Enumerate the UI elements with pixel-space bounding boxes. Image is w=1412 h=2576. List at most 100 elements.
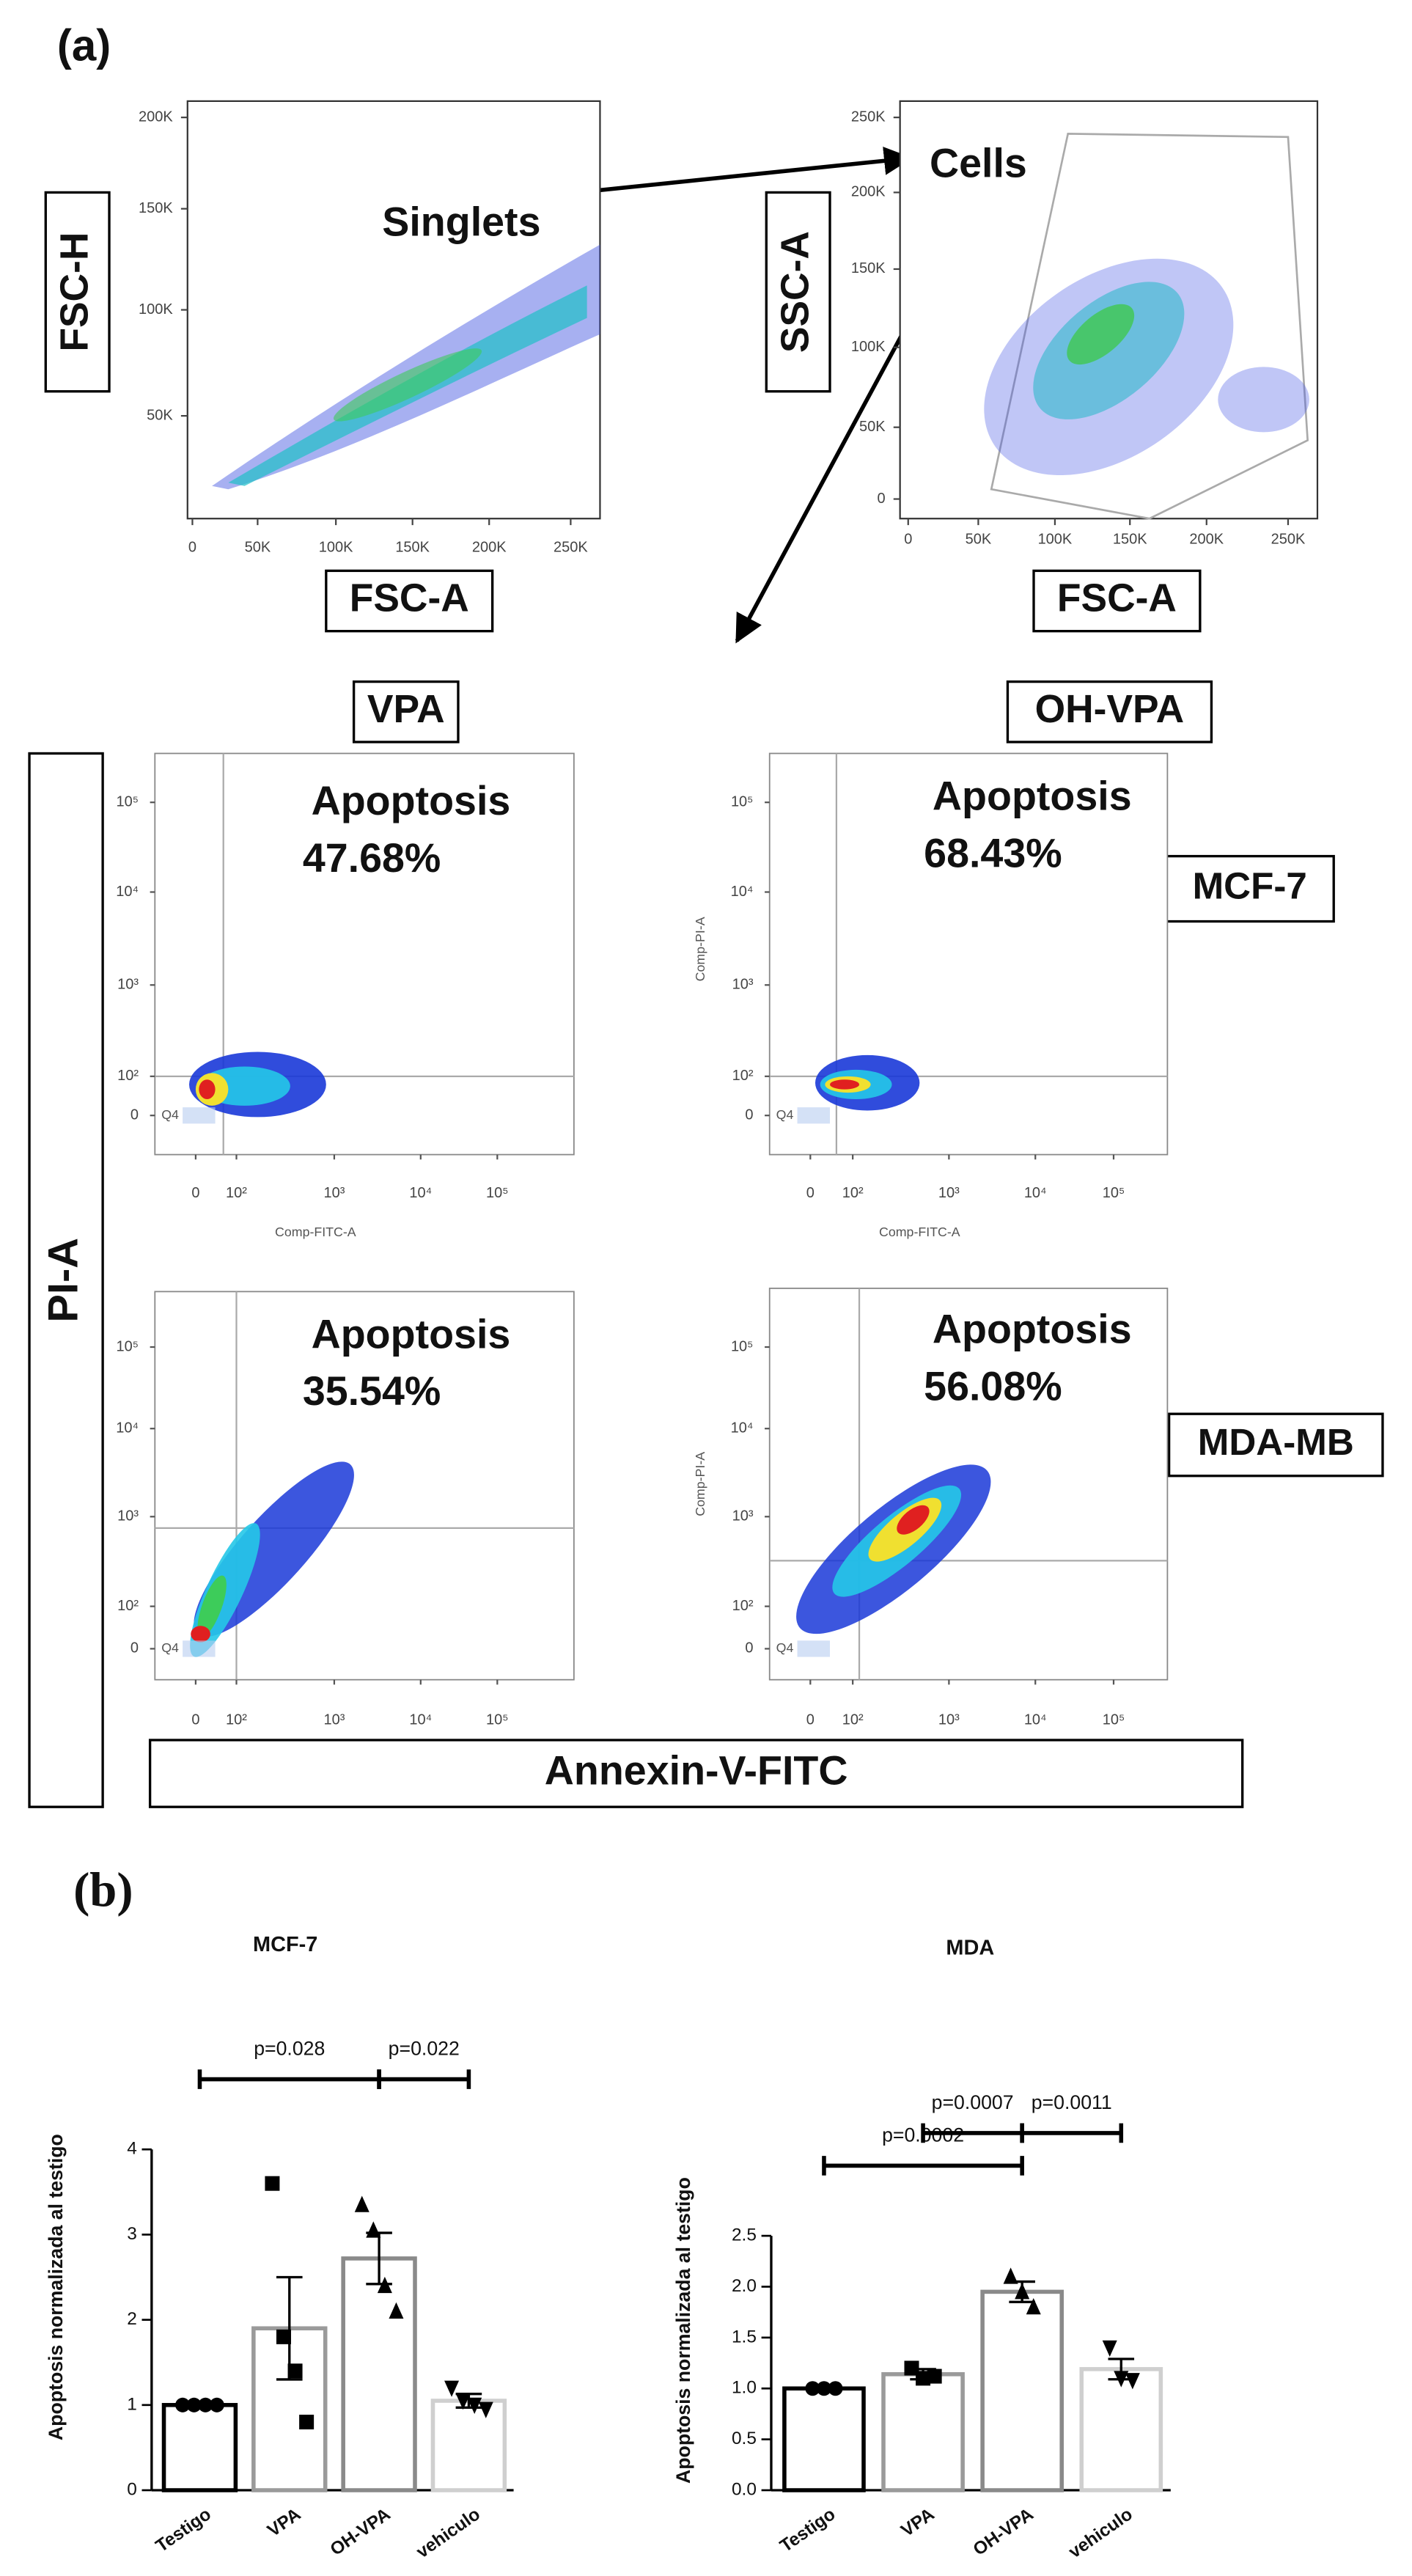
y-tick-label: 100K [139, 301, 173, 318]
quadrant-label: Q4 [776, 1640, 794, 1655]
chart-title: MCF-7 [253, 1933, 317, 1956]
axis-label: Comp-PI-A [693, 1452, 707, 1516]
data-point [1102, 2340, 1117, 2357]
x-tick-label: 10² [226, 1712, 247, 1728]
y-tick-label: 50K [147, 407, 173, 423]
x-tick-label: OH-VPA [970, 2504, 1037, 2560]
x-tick-label: 100K [319, 540, 353, 556]
x-tick-label: 10⁵ [486, 1712, 509, 1728]
event-cloud [212, 244, 600, 490]
y-tick-label: 10⁴ [116, 884, 139, 900]
data-point [209, 2397, 224, 2412]
data-point [389, 2302, 404, 2319]
label-box [44, 191, 111, 393]
y-tick-label: 200K [139, 109, 173, 125]
significance-bracket [1020, 2123, 1124, 2143]
label-box [765, 191, 831, 393]
x-tick-label: 10⁴ [409, 1712, 432, 1728]
y-tick-label: 1.0 [732, 2378, 757, 2398]
y-tick-label: 0 [745, 1640, 753, 1656]
result-value: 68.43% [924, 830, 1062, 876]
y-tick-label: 1 [127, 2394, 137, 2414]
y-tick-label: 10⁵ [117, 793, 139, 810]
y-tick-label: 50K [859, 419, 886, 435]
x-tick-label: VPA [264, 2504, 304, 2541]
y-tick-label: 10² [732, 1598, 754, 1614]
x-tick-label: 10⁴ [409, 1185, 432, 1201]
data-point [805, 2381, 820, 2396]
quadrant-label: Q4 [776, 1107, 794, 1122]
x-tick-label: 0 [191, 1185, 199, 1201]
x-tick-label: vehiculo [413, 2504, 484, 2562]
p-value: p=0.028 [254, 2038, 325, 2060]
x-tick-label: 50K [245, 540, 271, 556]
boxed-label: FSC-A [350, 577, 469, 620]
gate-box [797, 1640, 831, 1657]
y-tick-label: 10⁴ [116, 1420, 139, 1436]
event-density [830, 1079, 860, 1090]
label-box [1164, 854, 1335, 923]
event-density [191, 1626, 210, 1643]
x-tick-label: 10² [842, 1712, 864, 1728]
y-tick-label: 250K [851, 109, 886, 125]
x-tick-label: 10³ [323, 1185, 345, 1201]
bar [881, 2372, 965, 2492]
y-tick-label: 0 [745, 1107, 753, 1123]
axis-label: Comp-FITC-A [879, 1225, 960, 1239]
boxed-label: FSC-A [1057, 577, 1177, 620]
y-tick-label: 10³ [732, 1508, 754, 1524]
label-box [148, 1739, 1244, 1808]
significance-bracket [377, 2069, 471, 2089]
gate-label: Cells [930, 141, 1027, 186]
x-tick-label: 200K [472, 540, 507, 556]
x-tick-label: 200K [1189, 531, 1224, 547]
y-tick-label: 10⁵ [117, 1338, 139, 1354]
chart-title: MDA [946, 1936, 994, 1959]
label-box [352, 680, 460, 744]
label-box [1167, 1412, 1384, 1478]
data-point [287, 2363, 303, 2379]
bar [1079, 2367, 1163, 2492]
label-box [1006, 680, 1213, 744]
data-point [186, 2397, 202, 2412]
y-tick-label: 10³ [117, 977, 139, 993]
y-tick-label: 10² [117, 1598, 139, 1614]
x-tick-label: Testigo [776, 2504, 839, 2556]
label-box [28, 752, 104, 1808]
event-core [1067, 304, 1135, 365]
data-point [828, 2381, 843, 2396]
data-point [478, 2401, 493, 2418]
p-value: p=0.022 [389, 2038, 460, 2060]
x-tick-label: 10³ [938, 1185, 960, 1201]
data-point [1015, 2283, 1030, 2300]
x-tick-label: VPA [897, 2504, 938, 2541]
boxed-label: VPA [367, 688, 445, 731]
data-point [377, 2276, 392, 2294]
x-tick-label: 150K [395, 540, 430, 556]
data-point [265, 2176, 280, 2191]
y-tick-label: 2.5 [732, 2225, 757, 2245]
y-tick-label: 4 [127, 2139, 137, 2159]
boxed-label: SSC-A [774, 231, 817, 353]
arrow [545, 146, 913, 198]
result-label: Apoptosis [933, 773, 1132, 818]
boxed-label: PI-A [40, 1238, 87, 1323]
y-tick-label: 10² [117, 1068, 139, 1084]
gate-box [797, 1107, 831, 1124]
panel-label: (b) [73, 1864, 133, 1918]
axis-label: Comp-FITC-A [275, 1225, 356, 1239]
data-point [198, 2397, 213, 2412]
data-point [1003, 2267, 1018, 2284]
result-value: 35.54% [303, 1368, 441, 1414]
x-tick-label: 0 [188, 540, 196, 556]
y-tick-label: 0 [130, 1640, 139, 1656]
y-tick-label: 10⁴ [731, 1420, 754, 1436]
data-point [1114, 2371, 1129, 2388]
y-tick-label: 0.0 [732, 2479, 757, 2499]
bar [782, 2386, 866, 2492]
quadrant-label: Q4 [161, 1107, 179, 1122]
x-tick-label: 10⁵ [486, 1185, 509, 1201]
y-tick-label: 3 [127, 2224, 137, 2244]
